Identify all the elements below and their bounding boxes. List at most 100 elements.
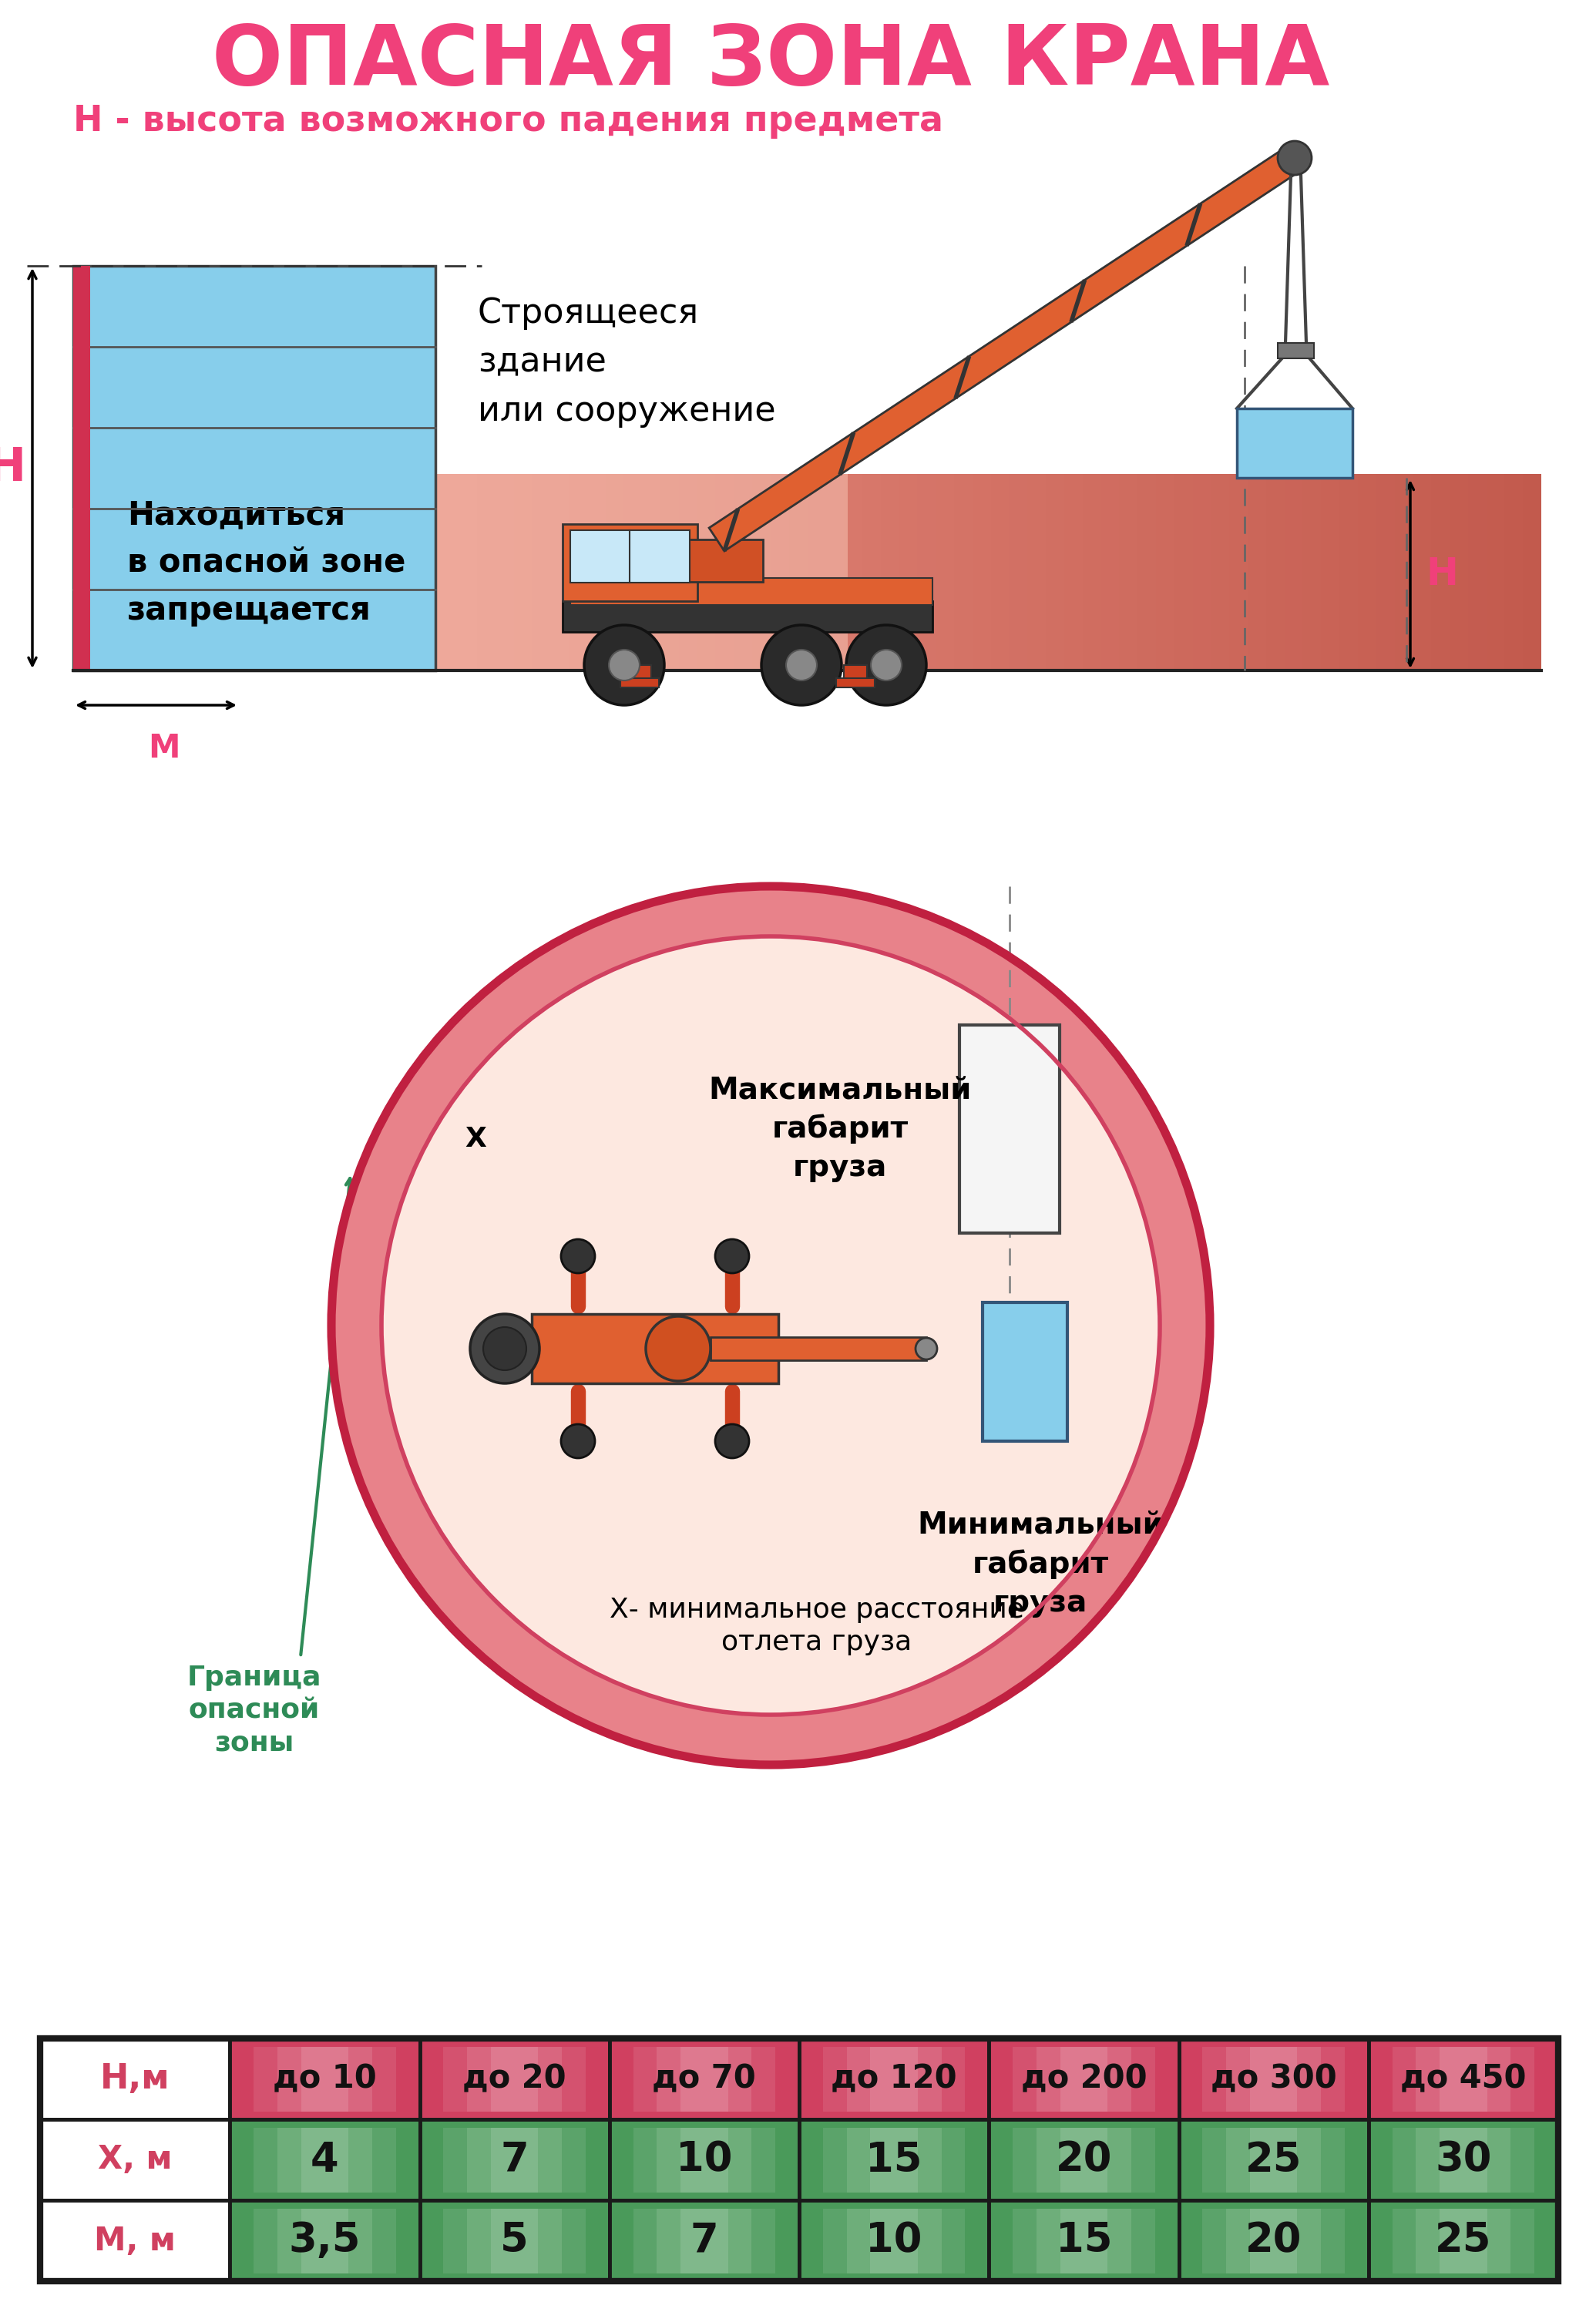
- Bar: [420, 2208, 444, 2273]
- Text: Х: Х: [464, 1126, 487, 1151]
- Text: Максимальный
габарит
груза: Максимальный габарит груза: [709, 1075, 972, 1181]
- Text: 25: 25: [1435, 2220, 1492, 2261]
- Bar: [1464, 2208, 1487, 2273]
- Bar: [1440, 2208, 1464, 2273]
- Bar: [610, 2046, 634, 2111]
- Bar: [776, 2127, 800, 2192]
- Bar: [704, 2208, 728, 2273]
- Text: 4: 4: [311, 2141, 338, 2180]
- Bar: [1179, 2120, 1368, 2201]
- Bar: [1464, 2046, 1487, 2111]
- Bar: [1449, 474, 1468, 670]
- Bar: [634, 2208, 658, 2273]
- Bar: [1012, 2208, 1036, 2273]
- Bar: [586, 2127, 610, 2192]
- Bar: [348, 474, 367, 670]
- Bar: [492, 2208, 514, 2273]
- Bar: [40, 2039, 230, 2120]
- Bar: [1511, 2208, 1534, 2273]
- Bar: [1082, 474, 1101, 670]
- Bar: [230, 2046, 254, 2111]
- Bar: [1248, 474, 1266, 670]
- Bar: [734, 474, 752, 670]
- Bar: [1226, 2046, 1250, 2111]
- Circle shape: [846, 624, 926, 705]
- Bar: [715, 474, 734, 670]
- Circle shape: [484, 1327, 527, 1371]
- Bar: [1060, 2208, 1084, 2273]
- Bar: [1036, 2208, 1060, 2273]
- Polygon shape: [709, 146, 1302, 550]
- Bar: [710, 1336, 926, 1359]
- Bar: [562, 525, 697, 601]
- Bar: [1202, 2127, 1226, 2192]
- Bar: [440, 474, 458, 670]
- Bar: [372, 2127, 396, 2192]
- Bar: [1084, 2046, 1108, 2111]
- Bar: [1226, 2208, 1250, 2273]
- Bar: [918, 2127, 942, 2192]
- Bar: [40, 2201, 230, 2282]
- Bar: [1012, 2127, 1036, 2192]
- Bar: [308, 474, 847, 670]
- Bar: [1179, 2201, 1368, 2282]
- Bar: [278, 2208, 302, 2273]
- Bar: [1179, 2046, 1202, 2111]
- Bar: [73, 266, 436, 670]
- Bar: [1302, 474, 1321, 670]
- Bar: [468, 2046, 492, 2111]
- Text: до 200: до 200: [1021, 2062, 1148, 2095]
- Bar: [1298, 2046, 1321, 2111]
- Bar: [1368, 2120, 1558, 2201]
- Text: 20: 20: [1245, 2220, 1302, 2261]
- Bar: [164, 474, 184, 670]
- Bar: [1339, 474, 1358, 670]
- Bar: [844, 666, 867, 680]
- Bar: [1505, 474, 1523, 670]
- Bar: [1368, 2208, 1392, 2273]
- Bar: [621, 677, 659, 687]
- Bar: [1345, 2208, 1368, 2273]
- Bar: [1395, 474, 1412, 670]
- Bar: [1132, 2127, 1156, 2192]
- Bar: [1274, 2208, 1298, 2273]
- Bar: [91, 474, 110, 670]
- Bar: [562, 601, 932, 631]
- Circle shape: [715, 1239, 749, 1274]
- Bar: [514, 2127, 538, 2192]
- Bar: [704, 2046, 728, 2111]
- Bar: [788, 474, 808, 670]
- Bar: [1321, 2208, 1345, 2273]
- Bar: [128, 474, 147, 670]
- Bar: [477, 474, 495, 670]
- Bar: [1108, 2046, 1132, 2111]
- Bar: [1416, 2127, 1440, 2192]
- Text: М: М: [148, 733, 180, 765]
- Bar: [634, 2046, 658, 2111]
- Bar: [586, 2208, 610, 2273]
- Bar: [1274, 2127, 1298, 2192]
- Bar: [1179, 2127, 1202, 2192]
- Text: до 20: до 20: [463, 2062, 567, 2095]
- Bar: [294, 474, 311, 670]
- Bar: [1179, 2208, 1202, 2273]
- Bar: [894, 2208, 918, 2273]
- Text: Минимальный
габарит
груза: Минимальный габарит груза: [918, 1510, 1163, 1618]
- Bar: [568, 474, 587, 670]
- Bar: [1368, 2127, 1392, 2192]
- Bar: [1511, 2127, 1534, 2192]
- Bar: [942, 2208, 966, 2273]
- Bar: [420, 2046, 444, 2111]
- Text: 25: 25: [1245, 2141, 1302, 2180]
- Bar: [800, 2208, 824, 2273]
- Text: Х, м: Х, м: [97, 2143, 172, 2176]
- Text: ОПАСНАЯ ЗОНА КРАНА: ОПАСНАЯ ЗОНА КРАНА: [212, 21, 1329, 102]
- Bar: [1084, 2127, 1108, 2192]
- Bar: [610, 2201, 800, 2282]
- Bar: [894, 2046, 918, 2111]
- Bar: [624, 474, 642, 670]
- Bar: [825, 474, 844, 670]
- Bar: [776, 2208, 800, 2273]
- Bar: [800, 2039, 990, 2120]
- Text: H: H: [1425, 555, 1459, 592]
